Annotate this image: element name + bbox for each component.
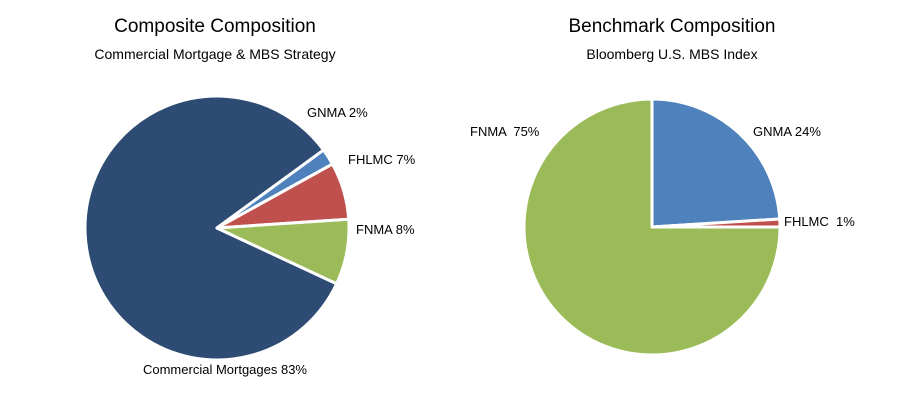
benchmark-pie: GNMA 24% FHLMC 1% FNMA 75% — [470, 97, 855, 357]
benchmark-chart: Benchmark Composition Bloomberg U.S. MBS… — [450, 0, 914, 412]
data-label-fhlmc: FHLMC 7% — [348, 152, 416, 167]
chart-title: Benchmark Composition — [568, 16, 776, 37]
data-label-fhlmc: FHLMC 1% — [784, 214, 855, 229]
chart-subtitle: Commercial Mortgage & MBS Strategy — [94, 46, 336, 62]
pie-slice-gnma — [650, 97, 782, 229]
data-label-gnma: GNMA 2% — [307, 105, 368, 120]
chart-subtitle: Bloomberg U.S. MBS Index — [586, 46, 758, 62]
chart-title: Composite Composition — [114, 16, 316, 37]
data-label-fnma: FNMA 75% — [470, 124, 540, 139]
data-label-fnma: FNMA 8% — [356, 222, 415, 237]
composite-chart: Composite Composition Commercial Mortgag… — [0, 0, 450, 412]
data-label-commercial-mortgages: Commercial Mortgages 83% — [143, 362, 307, 377]
pie-slice-fnma — [215, 217, 351, 286]
data-label-gnma: GNMA 24% — [753, 124, 821, 139]
pie-slice-commercial-mortgages — [83, 94, 339, 362]
composite-pie: Commercial Mortgages 83% GNMA 2% FHLMC 7% F… — [83, 94, 416, 377]
pie-slice-fnma — [522, 97, 782, 357]
